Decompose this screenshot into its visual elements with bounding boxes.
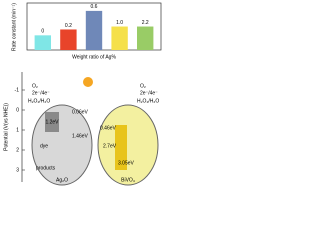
label: 1.2eV bbox=[45, 119, 59, 125]
y-axis-label: Rate constant (min⁻¹) bbox=[11, 3, 17, 51]
potential-tick-label: 0 bbox=[16, 107, 19, 113]
label: H₂O₂/H₂O bbox=[137, 98, 159, 104]
diagram: Potential (V(vs NHE)) 1.2eV 0.06eV 1.46e… bbox=[3, 72, 159, 186]
category-label: 1.0 bbox=[116, 20, 123, 26]
label: 0.06eV bbox=[72, 109, 89, 115]
potential-tick-label: 1 bbox=[16, 127, 19, 133]
potential-tick-label: 2 bbox=[16, 147, 19, 153]
x-axis-label: Weight ratio of Ag% bbox=[72, 54, 116, 60]
potential-label: Potential (V(vs NHE)) bbox=[3, 103, 9, 151]
bivo4-gap bbox=[115, 125, 127, 170]
category-label: 0.2 bbox=[65, 23, 72, 29]
category-label: 2.2 bbox=[142, 20, 149, 26]
label: dye bbox=[40, 143, 48, 149]
label: Ag₂O bbox=[56, 177, 68, 183]
label: O₂ bbox=[140, 83, 146, 89]
bivo4-particle bbox=[97, 104, 159, 186]
bar bbox=[34, 35, 51, 50]
sun bbox=[83, 77, 93, 87]
potential-tick-label: -1 bbox=[15, 87, 20, 93]
potential-tick-label: 3 bbox=[16, 167, 19, 173]
label: 2e⁻/4e⁻ bbox=[32, 90, 50, 96]
ag2o-gap bbox=[45, 112, 59, 132]
bar bbox=[85, 10, 103, 50]
category-label: 0.6 bbox=[91, 4, 98, 10]
bar bbox=[60, 29, 77, 50]
label: 2.7eV bbox=[103, 143, 117, 149]
label: O₂ bbox=[32, 83, 38, 89]
label: products bbox=[36, 165, 56, 171]
label: 1.46eV bbox=[72, 133, 89, 139]
label: 0.46eV bbox=[100, 125, 117, 131]
label: 2e⁻/4e⁻ bbox=[140, 90, 158, 96]
bar bbox=[111, 26, 128, 50]
label: BiVO₄ bbox=[121, 177, 135, 183]
bar bbox=[137, 26, 154, 50]
category-label: 0 bbox=[41, 29, 44, 35]
figure: Rate constant (min⁻¹) Weight ratio of Ag… bbox=[3, 2, 162, 186]
label: 3.05eV bbox=[118, 160, 135, 166]
label: H₂O₂/H₂O bbox=[28, 98, 50, 104]
